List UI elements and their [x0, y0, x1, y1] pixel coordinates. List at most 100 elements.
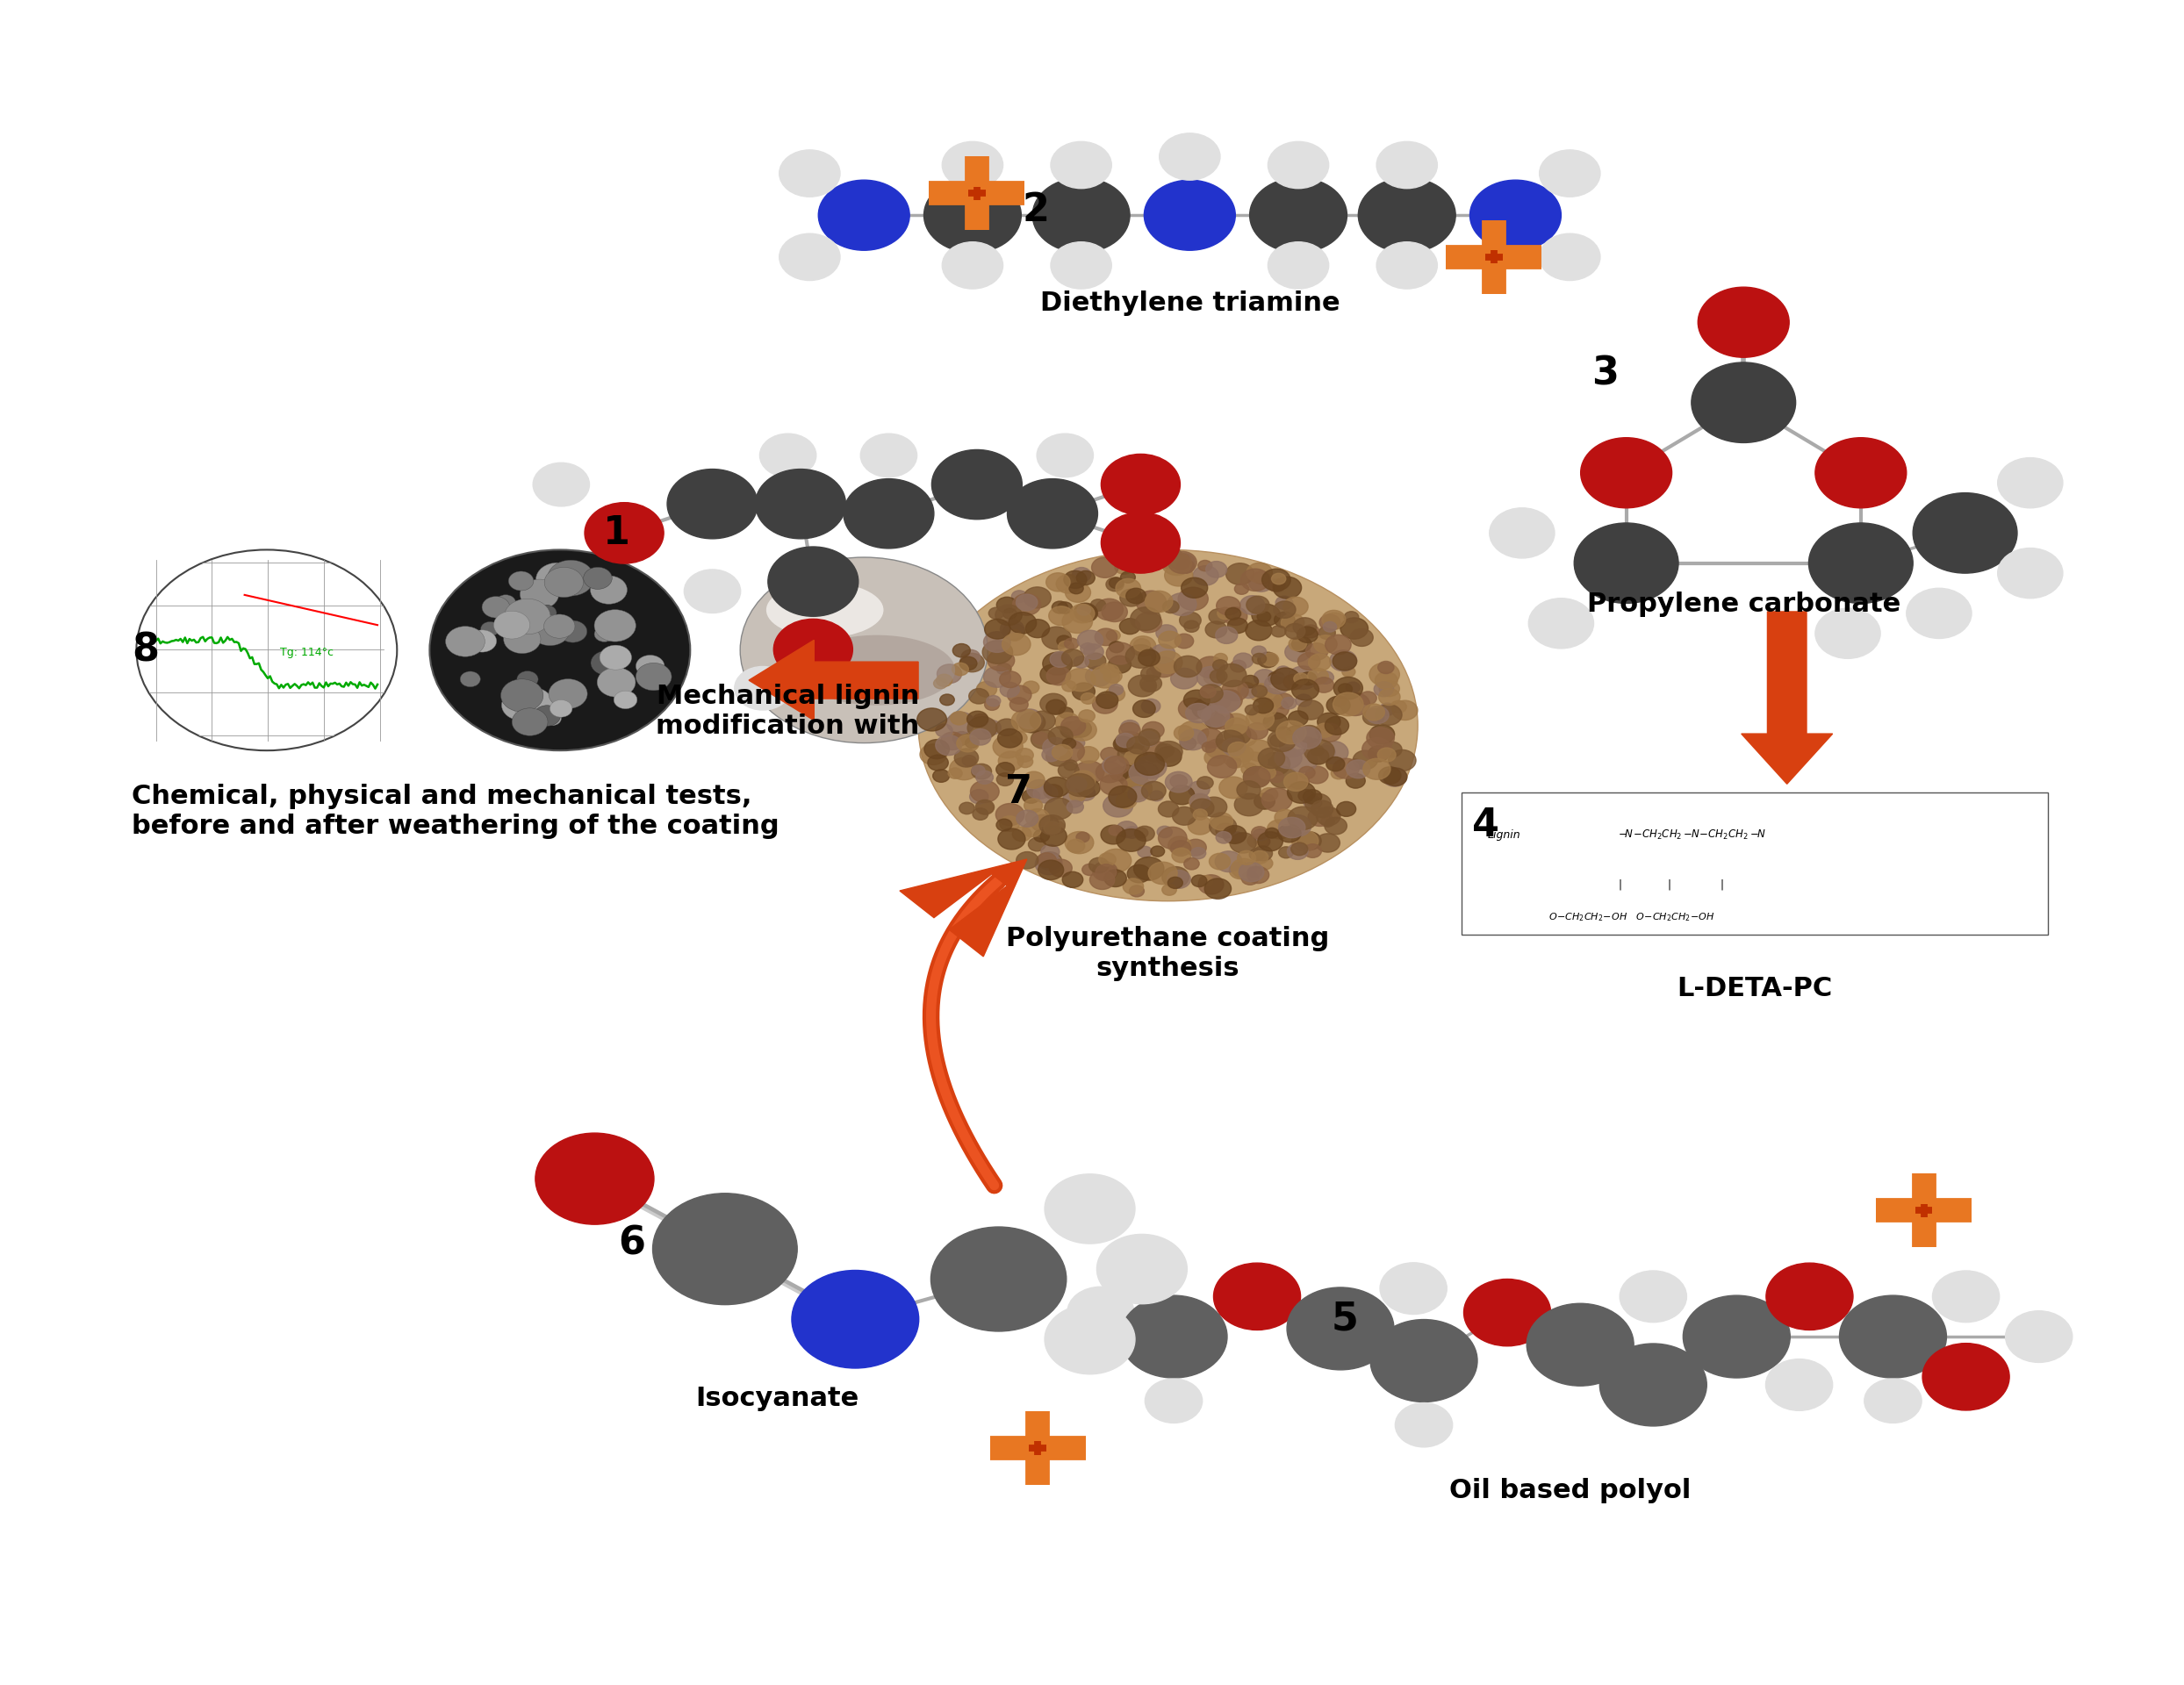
Circle shape — [1254, 846, 1273, 861]
Circle shape — [1262, 570, 1291, 591]
Circle shape — [1040, 694, 1066, 714]
Circle shape — [1249, 177, 1348, 253]
Circle shape — [1267, 819, 1293, 839]
Circle shape — [1282, 613, 1304, 632]
Circle shape — [1064, 639, 1079, 649]
Circle shape — [1206, 561, 1227, 578]
Circle shape — [1051, 243, 1112, 288]
Circle shape — [1815, 608, 1880, 659]
Circle shape — [946, 713, 974, 733]
Circle shape — [467, 630, 496, 652]
Circle shape — [1291, 831, 1319, 851]
Circle shape — [1463, 1279, 1551, 1346]
Circle shape — [1075, 762, 1105, 784]
Circle shape — [1118, 765, 1149, 787]
Circle shape — [987, 650, 1016, 671]
Circle shape — [537, 605, 557, 620]
Text: Mechanical lignin
modification with: Mechanical lignin modification with — [655, 684, 919, 738]
Circle shape — [972, 763, 992, 778]
Circle shape — [1116, 578, 1140, 598]
Circle shape — [1389, 750, 1415, 772]
Circle shape — [1286, 726, 1304, 740]
Circle shape — [1066, 832, 1094, 854]
Circle shape — [1197, 706, 1214, 719]
Circle shape — [1225, 608, 1241, 620]
Circle shape — [1040, 816, 1059, 831]
Circle shape — [1033, 177, 1129, 253]
Circle shape — [1031, 730, 1055, 748]
Circle shape — [1125, 750, 1144, 765]
Circle shape — [1057, 575, 1081, 593]
Circle shape — [1120, 590, 1142, 607]
Circle shape — [983, 667, 1011, 687]
Circle shape — [937, 664, 961, 684]
Circle shape — [1216, 607, 1232, 620]
Circle shape — [533, 706, 561, 726]
Circle shape — [1000, 682, 1020, 698]
Circle shape — [1142, 699, 1160, 713]
Circle shape — [1061, 649, 1083, 666]
Circle shape — [1208, 608, 1230, 623]
Circle shape — [1042, 748, 1059, 762]
Circle shape — [480, 622, 500, 637]
Circle shape — [1164, 564, 1192, 586]
Circle shape — [1044, 821, 1061, 834]
Circle shape — [1363, 738, 1391, 760]
Circle shape — [1289, 711, 1308, 726]
Circle shape — [935, 725, 952, 736]
Circle shape — [1090, 869, 1114, 890]
Circle shape — [998, 752, 1024, 770]
Circle shape — [1396, 1404, 1452, 1447]
Text: $|$              $|$               $|$: $|$ $|$ $|$ — [1618, 878, 1723, 891]
Circle shape — [1308, 748, 1328, 765]
Circle shape — [1061, 610, 1092, 634]
Circle shape — [1223, 607, 1247, 625]
Circle shape — [1324, 817, 1348, 834]
Circle shape — [1022, 822, 1042, 837]
Circle shape — [1286, 1287, 1393, 1370]
Circle shape — [1127, 864, 1151, 883]
Circle shape — [1258, 748, 1284, 768]
Circle shape — [1162, 866, 1188, 888]
Circle shape — [1090, 858, 1109, 873]
Circle shape — [1227, 618, 1247, 634]
Circle shape — [930, 1227, 1066, 1331]
Circle shape — [843, 479, 935, 548]
Circle shape — [1306, 644, 1328, 661]
Circle shape — [1767, 1264, 1852, 1329]
Circle shape — [793, 1270, 919, 1368]
Circle shape — [1077, 832, 1090, 842]
Circle shape — [1265, 674, 1291, 694]
Circle shape — [518, 671, 537, 687]
Circle shape — [1190, 799, 1214, 817]
Circle shape — [1374, 682, 1393, 696]
Circle shape — [1077, 785, 1094, 800]
Circle shape — [1184, 689, 1210, 709]
Circle shape — [1289, 807, 1317, 829]
Circle shape — [1245, 620, 1271, 640]
Circle shape — [987, 696, 1000, 706]
Circle shape — [1129, 676, 1158, 696]
Circle shape — [1265, 827, 1278, 837]
Circle shape — [996, 773, 1013, 785]
Circle shape — [1262, 789, 1293, 812]
Circle shape — [1177, 559, 1195, 573]
Circle shape — [1022, 790, 1040, 804]
Circle shape — [1236, 780, 1260, 799]
Circle shape — [1081, 644, 1094, 654]
Circle shape — [1133, 639, 1151, 652]
Circle shape — [1103, 666, 1118, 677]
Circle shape — [1127, 588, 1147, 603]
Circle shape — [1175, 726, 1195, 741]
Circle shape — [1192, 875, 1208, 886]
Circle shape — [1024, 586, 1051, 608]
Circle shape — [1391, 701, 1417, 719]
Circle shape — [1040, 664, 1066, 684]
Circle shape — [1247, 563, 1273, 583]
Circle shape — [1127, 590, 1140, 600]
Circle shape — [1129, 637, 1155, 655]
Circle shape — [1070, 583, 1083, 593]
Circle shape — [1070, 605, 1094, 623]
Circle shape — [996, 596, 1018, 613]
Circle shape — [1376, 672, 1398, 689]
